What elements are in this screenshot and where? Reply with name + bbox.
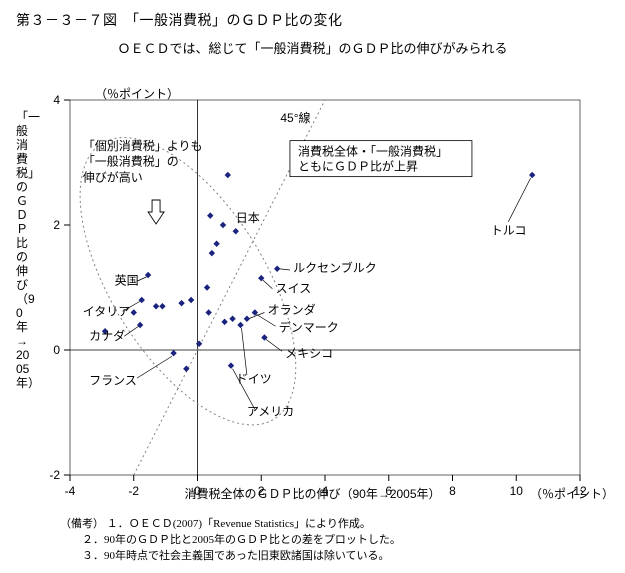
point-label: 日本 [236, 211, 260, 225]
line-45deg-label: 45°線 [280, 110, 310, 125]
x-tick-label: -4 [65, 484, 76, 498]
y-tick-label: 4 [53, 93, 60, 107]
point-label: デンマーク [279, 319, 339, 334]
point-label: スイス [276, 282, 312, 296]
annotation-left-1: 「個別消費税」よりも [83, 138, 203, 153]
x-tick-label: 2 [258, 484, 265, 498]
point-label: トルコ [491, 223, 527, 237]
x-tick-label: 6 [385, 484, 392, 498]
x-tick-label: 4 [322, 484, 329, 498]
point-label: アメリカ [247, 405, 294, 419]
point-label: 英国 [115, 273, 139, 287]
point-label: カナダ [89, 328, 125, 343]
point-label: ドイツ [236, 372, 272, 386]
point-label: イタリア [83, 305, 131, 319]
annotation-right-1: 消費税全体・「一般消費税」 [298, 144, 448, 159]
point-label: メキシコ [285, 347, 333, 361]
x-tick-label: 10 [510, 484, 524, 498]
x-tick-label: 12 [573, 484, 587, 498]
point-label: ルクセンブルク [293, 260, 377, 275]
x-tick-label: 0 [194, 484, 201, 498]
annotation-left-2: 「一般消費税」の [83, 154, 179, 169]
y-tick-label: 0 [53, 343, 60, 357]
point-label: オランダ [268, 302, 316, 317]
y-tick-label: 2 [53, 218, 60, 232]
x-tick-label: -2 [128, 484, 139, 498]
x-tick-label: 8 [449, 484, 456, 498]
annotation-right-2: ともにＧＤＰ比が上昇 [298, 159, 418, 174]
annotation-left-3: 伸びが高い [83, 169, 143, 184]
scatter-chart: -4 -2 0 2 4 6 8 10 12 -2 0 2 4 45°線「個別消費税」よりも「一般消費税」の… [0, 0, 625, 573]
point-label: フランス [89, 373, 137, 387]
y-tick-label: -2 [49, 468, 60, 482]
